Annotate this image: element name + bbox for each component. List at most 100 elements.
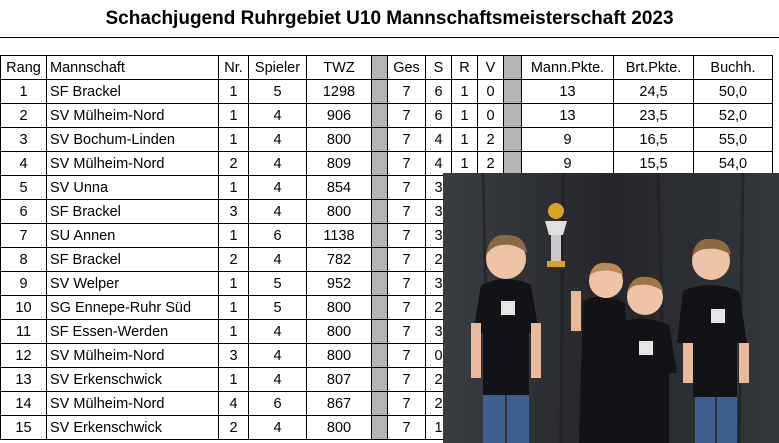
cell-r: 1	[451, 79, 478, 104]
cell-mannschaft: SV Erkenschwick	[46, 415, 219, 440]
header-buchh: Buchh.	[693, 55, 773, 80]
cell-spieler: 6	[248, 223, 307, 248]
column-separator	[503, 127, 522, 152]
cell-s: 4	[425, 127, 452, 152]
cell-mannschaft: SV Mülheim-Nord	[46, 343, 219, 368]
cell-rang: 10	[0, 295, 47, 320]
cell-s: 6	[425, 79, 452, 104]
cell-twz: 1298	[306, 79, 372, 104]
cell-mannschaft: SV Mülheim-Nord	[46, 151, 219, 176]
cell-mannschaft: SG Ennepe-Ruhr Süd	[46, 295, 219, 320]
header-nr: Nr.	[218, 55, 249, 80]
team-photo	[443, 173, 779, 443]
cell-spieler: 4	[248, 415, 307, 440]
cell-ges: 7	[387, 127, 426, 152]
cell-ges: 7	[387, 223, 426, 248]
cell-nr: 1	[218, 127, 249, 152]
cell-v: 0	[477, 79, 504, 104]
cell-rang: 5	[0, 175, 47, 200]
cell-mannschaft: SF Brackel	[46, 247, 219, 272]
cell-nr: 1	[218, 223, 249, 248]
cell-buchh: 54,0	[693, 151, 773, 176]
cell-twz: 1138	[306, 223, 372, 248]
cell-v: 2	[477, 151, 504, 176]
header-mannschaft: Mannschaft	[46, 55, 219, 80]
cell-ges: 7	[387, 343, 426, 368]
table-row: 4 SV Mülheim-Nord 2 4 809 7 4 1 2 9 15,5 54,0	[0, 151, 773, 176]
header-twz: TWZ	[306, 55, 372, 80]
column-separator	[371, 151, 388, 176]
column-separator	[371, 319, 388, 344]
cell-nr: 2	[218, 151, 249, 176]
column-separator	[371, 127, 388, 152]
cell-buchh: 50,0	[693, 79, 773, 104]
cell-nr: 1	[218, 319, 249, 344]
cell-twz: 800	[306, 199, 372, 224]
cell-ges: 7	[387, 391, 426, 416]
cell-twz: 800	[306, 295, 372, 320]
cell-mannschaft: SF Essen-Werden	[46, 319, 219, 344]
header-mann-pkte: Mann.Pkte.	[521, 55, 614, 80]
cell-twz: 906	[306, 103, 372, 128]
column-separator	[371, 175, 388, 200]
column-separator	[371, 367, 388, 392]
cell-s: 6	[425, 103, 452, 128]
cell-twz: 800	[306, 127, 372, 152]
column-separator	[371, 247, 388, 272]
child-figure	[571, 262, 629, 443]
cell-rang: 6	[0, 199, 47, 224]
team-photo-illustration	[443, 173, 779, 443]
cell-mannschaft: SU Annen	[46, 223, 219, 248]
cell-ges: 7	[387, 175, 426, 200]
cell-buchh: 52,0	[693, 103, 773, 128]
cell-nr: 1	[218, 79, 249, 104]
cell-v: 2	[477, 127, 504, 152]
column-separator	[371, 103, 388, 128]
cell-ges: 7	[387, 295, 426, 320]
column-separator	[371, 223, 388, 248]
cell-brt-pkte: 16,5	[613, 127, 694, 152]
cell-twz: 867	[306, 391, 372, 416]
cell-spieler: 4	[248, 319, 307, 344]
column-separator	[503, 55, 522, 80]
cell-r: 1	[451, 151, 478, 176]
cell-nr: 1	[218, 271, 249, 296]
cell-ges: 7	[387, 151, 426, 176]
child-figure	[613, 276, 677, 443]
cell-s: 4	[425, 151, 452, 176]
column-separator	[371, 295, 388, 320]
cell-twz: 782	[306, 247, 372, 272]
cell-rang: 2	[0, 103, 47, 128]
cell-spieler: 4	[248, 103, 307, 128]
cell-rang: 3	[0, 127, 47, 152]
cell-rang: 1	[0, 79, 47, 104]
cell-rang: 11	[0, 319, 47, 344]
cell-rang: 14	[0, 391, 47, 416]
cell-nr: 2	[218, 247, 249, 272]
cell-ges: 7	[387, 319, 426, 344]
cell-twz: 800	[306, 343, 372, 368]
cell-ges: 7	[387, 199, 426, 224]
column-separator	[503, 103, 522, 128]
column-separator	[371, 79, 388, 104]
cell-nr: 3	[218, 199, 249, 224]
child-figure	[471, 234, 541, 443]
cell-spieler: 4	[248, 127, 307, 152]
cell-twz: 800	[306, 319, 372, 344]
cell-rang: 8	[0, 247, 47, 272]
cell-mannschaft: SF Brackel	[46, 199, 219, 224]
cell-spieler: 5	[248, 79, 307, 104]
cell-twz: 800	[306, 415, 372, 440]
cell-ges: 7	[387, 367, 426, 392]
cell-rang: 12	[0, 343, 47, 368]
cell-nr: 2	[218, 415, 249, 440]
cell-spieler: 4	[248, 343, 307, 368]
cell-rang: 4	[0, 151, 47, 176]
cell-r: 1	[451, 103, 478, 128]
cell-nr: 3	[218, 343, 249, 368]
cell-mann-pkte: 9	[521, 127, 614, 152]
cell-ges: 7	[387, 415, 426, 440]
cell-rang: 13	[0, 367, 47, 392]
header-rang: Rang	[0, 55, 47, 80]
table-header-row: Rang Mannschaft Nr. Spieler TWZ Ges S R …	[0, 55, 773, 80]
